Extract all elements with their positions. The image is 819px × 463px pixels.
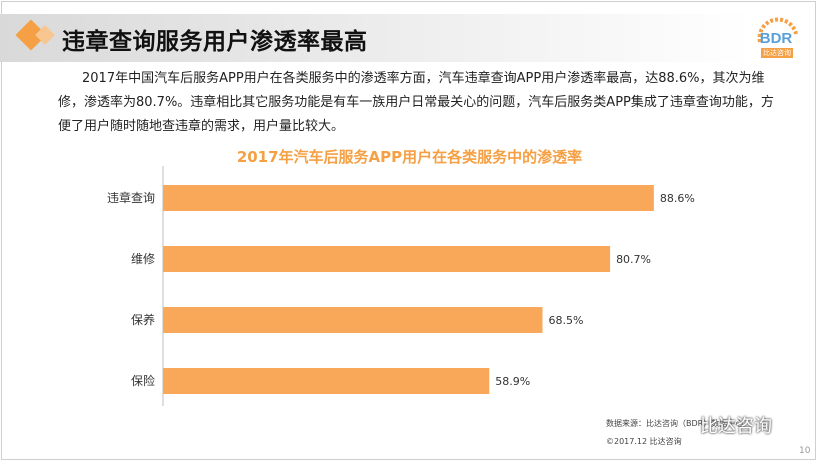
bar-2 (163, 307, 543, 333)
logo-subtitle: 比达咨询 (761, 48, 793, 58)
category-label-0: 违章查询 (107, 190, 155, 205)
category-label-1: 维修 (131, 251, 155, 266)
bar-3 (163, 368, 490, 394)
bar-1 (163, 246, 611, 272)
bar-0 (163, 185, 654, 211)
value-label-2: 68.5% (548, 314, 583, 327)
value-label-0: 88.6% (660, 192, 695, 205)
body-paragraph: 2017年中国汽车后服务APP用户在各类服务中的渗透率方面，汽车违章查询APP用… (58, 71, 774, 134)
logo-text: BDR (759, 30, 793, 47)
page-title: 违章查询服务用户渗透率最高 (62, 29, 368, 55)
bdr-logo-icon (757, 17, 798, 43)
value-label-1: 80.7% (616, 253, 651, 266)
copyright: ©2017.12 比达咨询 (606, 437, 682, 446)
page-number: 10 (799, 446, 811, 456)
chart-title: 2017年汽车后服务APP用户在各类服务中的渗透率 (236, 148, 583, 166)
data-source: 数据来源：比达咨询（BDR）数据中心 (606, 419, 744, 428)
watermark: 比达咨询 (700, 416, 772, 437)
bar-chart: 违章查询 88.6% 维修 80.7% 保养 68.5% 保险 58.9% (107, 166, 695, 406)
value-label-3: 58.9% (495, 375, 530, 388)
title-bar (0, 14, 752, 62)
category-label-3: 保险 (131, 373, 155, 388)
category-label-2: 保养 (131, 312, 155, 327)
